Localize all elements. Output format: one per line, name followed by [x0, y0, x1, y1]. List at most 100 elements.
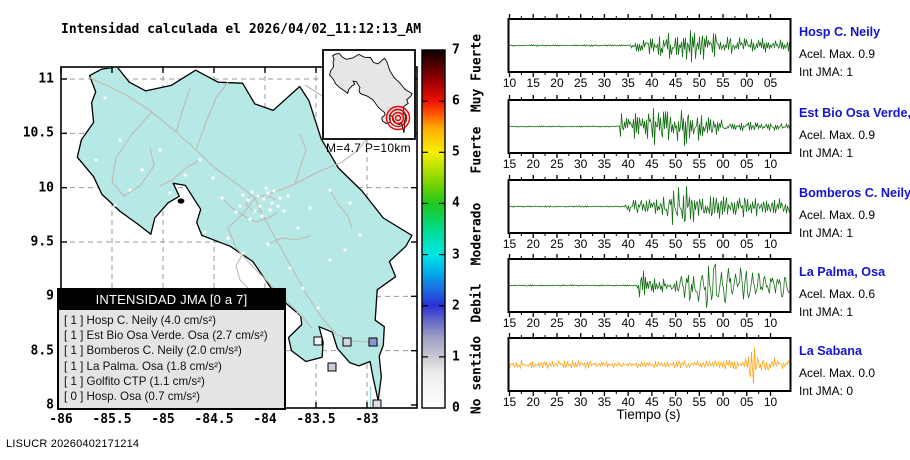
time-tick-label: 20 [526, 157, 540, 171]
map-y-tick-label: 8 [46, 397, 54, 413]
colorbar-tick-label: 6 [452, 93, 460, 109]
legend-item: [ 1 ] Hosp C. Neily (4.0 cm/s²) [64, 314, 217, 327]
station-dot [358, 233, 362, 237]
station-dot [140, 168, 144, 172]
station-dot [234, 210, 238, 214]
panel-border [507, 258, 792, 313]
seismogram-panel [507, 332, 797, 398]
legend-item: [ 1 ] La Palma. Osa (1.8 cm/s²) [64, 359, 222, 373]
station-dot [301, 286, 305, 290]
station-name: La Sabana [799, 344, 862, 358]
time-tick-label: 30 [574, 316, 588, 330]
time-tick-label: 50 [668, 157, 683, 171]
map-y-tick-label: 10 [38, 180, 54, 196]
time-tick-label: 15 [502, 316, 517, 330]
time-tick-label: 55 [692, 237, 707, 251]
station-dot [336, 150, 340, 154]
time-tick-label: 05 [740, 395, 754, 409]
station-dot [286, 194, 290, 198]
time-tick-label: 15 [526, 76, 540, 90]
int-jma-label: Int JMA: 1 [799, 65, 854, 79]
map-x-tick-label: -85 [151, 412, 175, 427]
intensity-station-square [368, 337, 378, 347]
waveform [509, 30, 790, 63]
time-tick-label: 20 [550, 76, 564, 90]
legend-items: [ 1 ] Hosp C. Neily (4.0 cm/s²) [ 1 ] Est… [59, 310, 284, 408]
colorbar-tick-label: 5 [452, 144, 460, 160]
time-tick-label: 40 [621, 316, 635, 330]
map-y-tick-label: 11 [38, 71, 54, 87]
accel-max-label: Acel. Max. 0.0 [799, 366, 876, 380]
waveform [509, 108, 790, 147]
intensity-category-label: Moderado [469, 202, 485, 266]
waveform [509, 263, 790, 309]
map-y-tick-label: 10.5 [22, 125, 54, 141]
colorbar-tick-label: 3 [452, 247, 460, 263]
station-dot [198, 158, 202, 162]
time-tick-label: 10 [763, 316, 778, 330]
time-tick-label: 35 [597, 237, 612, 251]
station-dot [141, 246, 145, 250]
time-tick-label: 50 [668, 395, 683, 409]
station-dot [174, 256, 178, 260]
seismogram-plot [507, 14, 792, 77]
seismogram-plot [507, 254, 792, 317]
station-dot [246, 198, 250, 202]
accel-max-label: Acel. Max. 0.9 [799, 128, 876, 142]
station-dot [128, 188, 132, 192]
time-tick-label: 35 [597, 157, 612, 171]
time-tick-label: 50 [668, 237, 683, 251]
colorbar-tick-label: 2 [452, 298, 460, 314]
int-jma-label: Int JMA: 0 [799, 384, 854, 398]
station-dot [220, 196, 224, 200]
map-y-tick-label: 9.5 [30, 234, 54, 250]
seismogram-panel [507, 174, 797, 240]
int-jma-label: Int JMA: 1 [799, 226, 854, 240]
station-dot [260, 214, 264, 218]
station-dot [343, 248, 347, 252]
time-tick-label: 55 [692, 316, 707, 330]
accel-max-label: Acel. Max. 0.9 [799, 47, 876, 61]
station-name: Est Bio Osa Verde, Osa [799, 106, 910, 120]
station-dot [266, 191, 270, 195]
time-tick-label: 35 [597, 395, 612, 409]
seismogram-plot [507, 95, 792, 158]
time-tick-label: 15 [502, 395, 517, 409]
station-dot [328, 188, 332, 192]
time-tick-label: 00 [716, 316, 730, 330]
time-tick-label: 25 [550, 395, 564, 409]
station-dot [160, 226, 164, 230]
map-x-tick-label: -86 [49, 412, 73, 427]
time-tick-label: 25 [574, 76, 588, 90]
gulf-island [177, 198, 185, 204]
panel-border [507, 179, 792, 234]
time-tick-label: 35 [597, 316, 612, 330]
time-tick-label: 20 [526, 316, 540, 330]
colorbar-tick-label: 1 [452, 349, 460, 365]
time-tick-label: 20 [526, 237, 540, 251]
time-tick-label: 40 [621, 157, 635, 171]
station-dot [278, 196, 282, 200]
legend-item: [ 0 ] Hosp. Osa (0.7 cm/s²) [64, 390, 200, 404]
time-tick-label: 30 [574, 157, 588, 171]
magnitude-depth-label: M=4.7 P=10km [326, 141, 411, 155]
int-jma-label: Int JMA: 1 [799, 305, 854, 319]
map-canvas [60, 49, 446, 409]
map-x-tick-label: -83 [355, 412, 379, 427]
time-tick-label: 50 [692, 76, 707, 90]
time-tick-label: 05 [740, 157, 754, 171]
time-tick-label: 25 [550, 237, 564, 251]
time-tick-label: 45 [645, 237, 659, 251]
panel-border [507, 337, 792, 392]
station-dot [103, 96, 107, 100]
legend-item: [ 1 ] Est Bio Osa Verde. Osa (2.7 cm/s²) [64, 329, 268, 343]
intensity-station-square [372, 399, 382, 407]
station-dot [258, 204, 262, 208]
time-tick-label: 00 [716, 237, 730, 251]
panel-border [507, 99, 792, 154]
station-dot [308, 206, 312, 210]
time-tick-label: 25 [550, 157, 564, 171]
time-tick-label: 00 [740, 76, 754, 90]
seismogram-panel [507, 253, 797, 319]
